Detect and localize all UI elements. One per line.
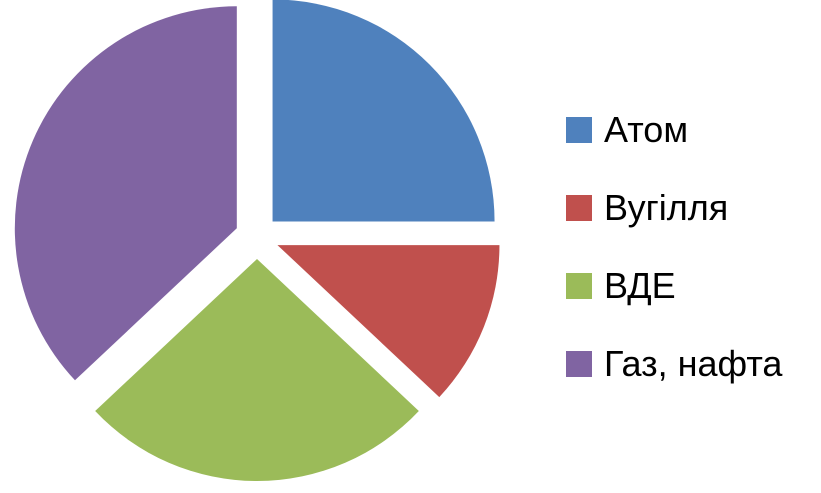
pie-slice-renewables bbox=[95, 259, 419, 481]
legend-item-coal: Вугілля bbox=[566, 188, 728, 228]
legend-swatch-gas-oil bbox=[566, 351, 592, 377]
legend-item-gas-oil: Газ, нафта bbox=[566, 344, 782, 384]
legend-label-gas-oil: Газ, нафта bbox=[604, 343, 783, 384]
pie-slice-gas-oil bbox=[14, 6, 237, 381]
legend-label-coal: Вугілля bbox=[604, 187, 729, 228]
legend-label-renewables: ВДЕ bbox=[604, 265, 676, 306]
legend-swatch-atom bbox=[566, 117, 592, 143]
legend-item-atom: Атом bbox=[566, 110, 688, 150]
pie-chart-plot bbox=[14, 0, 500, 481]
legend-swatch-renewables bbox=[566, 273, 592, 299]
legend-label-atom: Атом bbox=[604, 109, 689, 150]
legend-item-renewables: ВДЕ bbox=[566, 266, 676, 306]
pie-slice-coal bbox=[277, 245, 500, 398]
pie-slice-atom bbox=[272, 0, 495, 222]
legend-swatch-coal bbox=[566, 195, 592, 221]
